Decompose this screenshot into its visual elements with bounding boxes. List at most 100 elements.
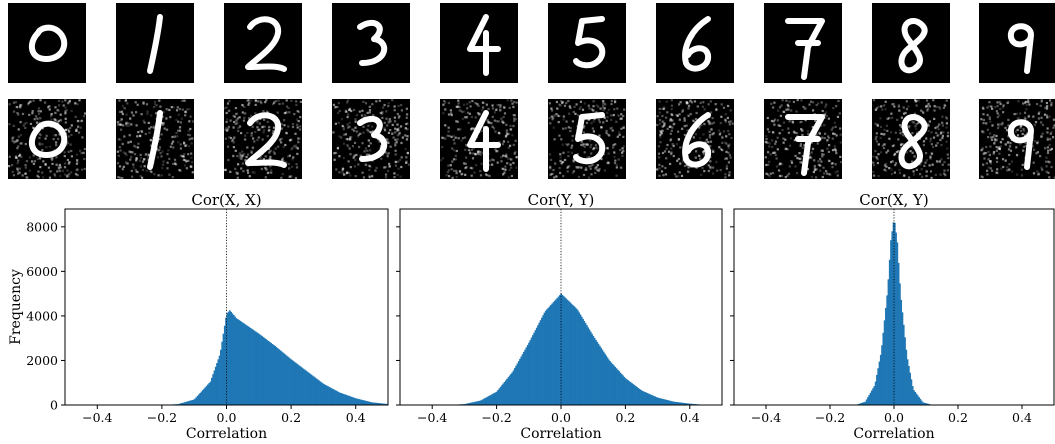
histogram-bar (252, 329, 254, 405)
histogram-bar (239, 320, 242, 405)
histogram-bar (320, 382, 323, 405)
histogram-bar (493, 393, 496, 405)
histogram-bar (507, 377, 510, 405)
histogram-bar (293, 361, 296, 405)
histogram-bar (515, 365, 517, 405)
histogram-bar (587, 327, 590, 405)
histogram-bar (248, 327, 251, 405)
histogram-bar (275, 347, 278, 405)
histogram-bar (186, 401, 189, 405)
histogram-bar (550, 305, 552, 405)
histogram-bar (223, 325, 226, 405)
histogram-bar (212, 374, 214, 405)
histogram-bar (915, 393, 918, 405)
digit-tile-noisy-3 (332, 99, 410, 179)
digit-stroke-1 (147, 14, 163, 74)
histogram-bar (905, 349, 908, 405)
histogram-bar (225, 317, 227, 405)
histogram-bar (642, 391, 645, 405)
histogram-bar (179, 403, 182, 405)
digit-stroke-4 (467, 14, 501, 76)
histogram-bar (521, 354, 524, 405)
histogram-bar (384, 403, 386, 405)
histogram-bar (501, 385, 503, 405)
histogram-bar (208, 383, 211, 405)
histogram-bar (249, 327, 252, 405)
histogram-bar (534, 330, 537, 405)
digit-tile-noisy-4 (440, 99, 518, 179)
histogram-bar (887, 279, 890, 405)
histogram-bar (232, 315, 235, 405)
x-tick-label: 0.2 (615, 410, 635, 425)
histogram-bar (627, 380, 629, 405)
histogram-bar (261, 336, 264, 405)
histogram-bar (641, 390, 644, 405)
histogram-bar (201, 390, 204, 405)
histogram-bar (578, 312, 581, 405)
histogram-bar (314, 377, 316, 405)
histogram-bar (364, 400, 367, 405)
histogram-bar (499, 386, 502, 405)
histogram-bar (254, 331, 257, 405)
histogram-bar (377, 403, 380, 405)
histogram-bar (609, 361, 611, 405)
histogram-panel-3: −0.4 −0.2 0.0 0.2 0.4 Cor(X, Y) Correlation (730, 191, 1055, 442)
histogram-bar (888, 259, 891, 405)
x-axis-label: Correlation (186, 426, 267, 442)
histogram-bar (629, 382, 632, 405)
histogram-bar (618, 371, 620, 405)
histogram-bar (220, 349, 222, 405)
histogram-bar (372, 402, 375, 405)
histogram-bar (342, 393, 345, 405)
histogram-bar (908, 366, 910, 405)
histogram-bar (235, 318, 238, 405)
histogram-bar (602, 351, 605, 405)
digit-stroke-1 (147, 110, 163, 170)
histogram-bar (494, 392, 497, 405)
histogram-bar (301, 367, 304, 405)
digit-stroke-0 (28, 120, 68, 158)
digit-stroke-8 (898, 18, 928, 74)
digit-tile-clean-7 (764, 3, 842, 83)
histogram-bar (899, 283, 901, 405)
histogram-bar (914, 391, 917, 405)
histogram-bar (922, 402, 924, 405)
histogram-bars (855, 222, 933, 405)
histogram-bar (260, 335, 262, 405)
histogram-bar (575, 308, 578, 405)
histogram-bar (253, 330, 256, 405)
digit-stroke-7 (785, 18, 825, 80)
histogram-bar (535, 327, 538, 405)
x-tick-label: −0.4 (417, 410, 447, 425)
histogram-bar (690, 403, 693, 405)
histogram-bar (556, 297, 559, 405)
histogram-bar (689, 403, 691, 405)
histogram-bar (273, 345, 275, 405)
histogram-bars (161, 310, 389, 405)
histogram-bar (244, 324, 247, 405)
digit-stroke-5 (573, 16, 606, 69)
histogram-bar (632, 384, 635, 405)
histogram-bar (901, 312, 904, 405)
x-tick-label: −0.2 (815, 410, 845, 425)
histogram-bar (624, 378, 627, 405)
histogram-bar (539, 320, 542, 405)
histogram-bar (596, 341, 599, 405)
histogram-bar (285, 355, 288, 405)
histogram-bar (271, 344, 274, 405)
histogram-bar (216, 363, 218, 405)
histogram-bar (635, 386, 637, 405)
histogram-bar (466, 403, 468, 405)
histogram-bar (533, 332, 535, 405)
x-tick-label: 0.4 (346, 410, 366, 425)
histogram-bar (601, 349, 604, 405)
histogram-bar (251, 328, 253, 405)
histogram-bar (346, 395, 349, 405)
histogram-bar (523, 351, 525, 405)
histogram-bar (366, 401, 368, 405)
histogram-bar (230, 311, 233, 405)
histogram-bar (902, 324, 905, 405)
histogram-bar (276, 348, 279, 405)
histogram-bar (222, 333, 225, 405)
